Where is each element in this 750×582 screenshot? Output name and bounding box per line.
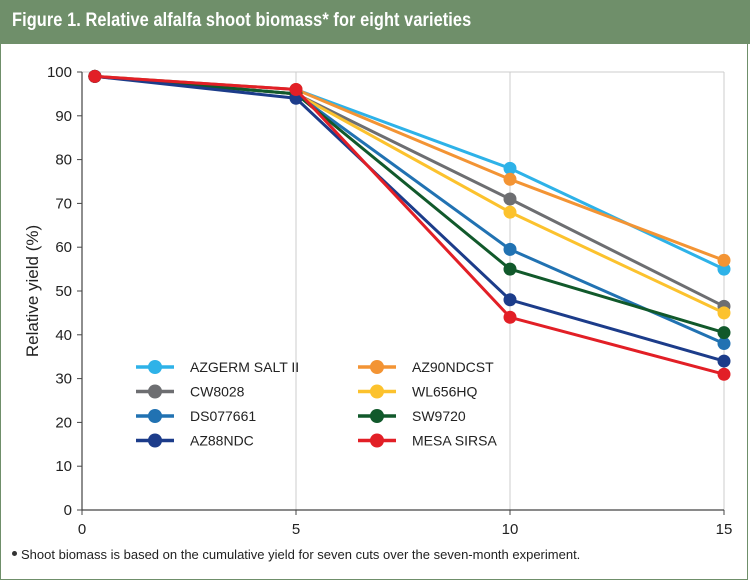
legend-item: DS077661 [136, 408, 256, 424]
legend-label: DS077661 [190, 408, 256, 424]
x-tick-label: 15 [716, 521, 733, 538]
figure-title: Figure 1. Relative alfalfa shoot biomass… [12, 10, 472, 31]
data-point [717, 367, 731, 381]
legend-label: AZGERM SALT II [190, 359, 299, 375]
legend-item: AZ88NDC [136, 433, 254, 449]
legend-label: CW8028 [190, 384, 245, 400]
series-az90ndcst [88, 69, 731, 267]
data-point [503, 172, 517, 186]
y-axis-label: Relative yield (%) [23, 225, 42, 357]
series-az88ndc [88, 69, 731, 368]
data-point [88, 69, 102, 83]
data-point [503, 262, 517, 276]
legend-swatch-marker [148, 384, 162, 399]
legend-item: SW9720 [358, 408, 466, 424]
series-wl656hq [88, 69, 731, 320]
data-point [503, 310, 517, 324]
series-line [94, 74, 725, 315]
legend-item: AZGERM SALT II [136, 359, 299, 375]
legend-item: MESA SIRSA [358, 433, 497, 449]
legend-label: SW9720 [412, 408, 466, 424]
y-tick-label: 70 [55, 195, 72, 212]
data-point [503, 242, 517, 256]
series-line [94, 74, 725, 335]
series-cw8028 [88, 69, 731, 313]
legend-swatch-marker [148, 360, 162, 374]
y-tick-label: 20 [55, 414, 72, 431]
data-point [503, 161, 517, 175]
y-tick-label: 90 [55, 108, 72, 125]
data-point [717, 354, 731, 368]
data-point [717, 253, 731, 267]
series-mesa-sirsa [88, 69, 731, 381]
legend-item: CW8028 [136, 384, 245, 400]
y-tick-label: 0 [64, 502, 72, 519]
y-tick-label: 50 [55, 283, 72, 300]
x-tick-label: 5 [292, 521, 300, 538]
legend-swatch-marker [148, 409, 162, 423]
y-tick-label: 60 [55, 239, 72, 256]
legend-swatch-marker [148, 433, 162, 448]
legend-item: AZ90NDCST [358, 359, 494, 375]
data-point [717, 337, 731, 351]
data-point [503, 192, 517, 206]
series-line [94, 74, 725, 308]
series-line [94, 74, 725, 363]
y-tick-label: 30 [55, 371, 72, 388]
legend-label: WL656HQ [412, 384, 477, 400]
data-point [289, 83, 303, 97]
y-tick-label: 10 [55, 458, 72, 475]
series-line [94, 74, 725, 376]
legend-label: MESA SIRSA [412, 433, 497, 449]
figure-title-bar: Figure 1. Relative alfalfa shoot biomass… [0, 0, 750, 44]
data-point [717, 306, 731, 320]
y-tick-label: 40 [55, 327, 72, 344]
data-point [503, 205, 517, 219]
data-point [717, 326, 731, 340]
series-line [94, 74, 725, 262]
bullet-icon [12, 551, 17, 557]
legend-swatch-marker [370, 360, 384, 374]
series-azgerm-salt-ii [88, 69, 731, 276]
legend-swatch-marker [370, 433, 384, 448]
legend-item: WL656HQ [358, 384, 477, 400]
footnote: Shoot biomass is based on the cumulative… [12, 547, 580, 562]
series-line [94, 74, 725, 271]
legend-swatch-marker [370, 409, 384, 423]
legend-label: AZ88NDC [190, 433, 254, 449]
legend-swatch-marker [370, 384, 384, 399]
legend-label: AZ90NDCST [412, 359, 494, 375]
data-point [503, 293, 517, 307]
y-tick-label: 100 [47, 64, 72, 81]
x-tick-label: 0 [78, 521, 86, 538]
y-tick-label: 80 [55, 152, 72, 169]
footnote-text: Shoot biomass is based on the cumulative… [21, 547, 581, 562]
x-tick-label: 10 [502, 521, 519, 538]
